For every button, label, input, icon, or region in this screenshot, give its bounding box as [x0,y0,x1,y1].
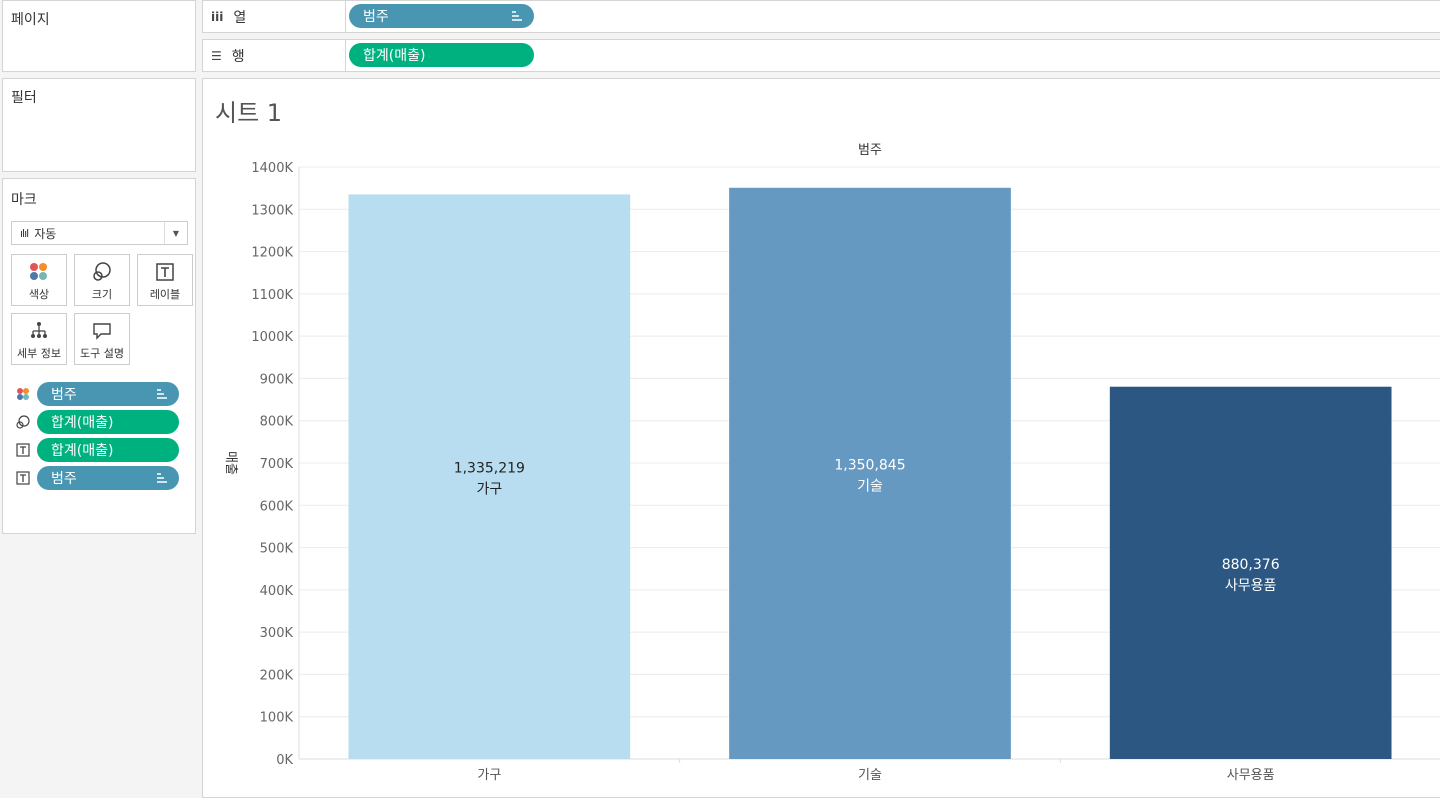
mark-type-value: 자동 [34,226,57,241]
mark-field-pill[interactable]: 범주 [37,382,179,406]
rows-pill[interactable]: 합계(매출) [349,43,534,67]
y-tick-label: 700K [260,457,294,472]
bar-value-label: 1,350,845 [834,457,905,473]
columns-pill-label: 범주 [363,9,389,25]
detail-button-label: 세부 정보 [17,347,61,360]
y-tick-label: 1000K [251,330,293,345]
size-icon [93,262,111,281]
label-button[interactable]: 레이블 [137,254,193,306]
mark-field-text[interactable]: 범주 [15,465,179,491]
sort-icon[interactable] [512,10,522,22]
y-tick-label: 400K [260,584,294,599]
color-button[interactable]: 색상 [11,254,67,306]
x-tick-label: 사무용품 [1227,768,1275,783]
mark-field-label: 범주 [51,387,77,403]
y-axis-title: 매출 [223,451,238,475]
detail-tree-icon [31,322,47,338]
mark-field-color[interactable]: 범주 [15,381,179,407]
y-tick-label: 1200K [251,246,293,261]
bar-category-label: 가구 [476,482,502,498]
sort-icon[interactable] [157,388,167,400]
bar-value-label: 880,376 [1222,557,1280,573]
mark-field-label: 합계(매출) [51,443,114,459]
color-button-label: 색상 [28,288,50,301]
sort-icon[interactable] [157,472,167,484]
bar-value-label: 1,335,219 [454,461,525,477]
rows-icon: ☰ [211,48,222,63]
columns-label-text: 열 [233,9,247,26]
y-tick-label: 1100K [251,288,293,303]
mark-field-label: 범주 [51,471,77,487]
marks-card: 마크 ılıl 자동 ▼ 색상 크기 레이블 세부 정보 [2,178,196,534]
pages-title: 페이지 [11,12,50,28]
worksheet-view[interactable]: 시트 1 범주 0K 100K 200K 300K 400K 500K 600K 700K 800… [202,78,1440,798]
label-button-label: 레이블 [149,288,181,301]
mark-field-pill[interactable]: 합계(매출) [37,410,179,434]
y-tick-label: 600K [260,499,294,514]
mark-field-pill[interactable]: 합계(매출) [37,438,179,462]
columns-icon: iii [211,9,224,24]
bar[interactable] [1109,386,1392,759]
bar-chart-icon: ılıl [20,226,29,240]
rows-pill-label: 합계(매출) [363,48,426,64]
y-tick-label: 500K [260,542,294,557]
y-tick-label: 100K [260,711,294,726]
bar-category-label: 사무용품 [1225,578,1277,594]
tooltip-button[interactable]: 도구 설명 [74,313,130,365]
mark-field-text[interactable]: 합계(매출) [15,437,179,463]
mark-field-label: 합계(매출) [51,415,114,431]
x-tick-label: 기술 [858,768,882,783]
mark-field-size[interactable]: 합계(매출) [15,409,179,435]
column-header: 범주 [858,143,882,158]
bar-chart[interactable]: 범주 0K 100K 200K 300K 400K 500K 600K 700K 800K 900K… [203,79,1440,795]
columns-pill[interactable]: 범주 [349,4,534,28]
marks-title: 마크 [11,192,37,208]
filters-title: 필터 [11,90,37,106]
color-dots-icon [30,263,47,280]
rows-label-text: 행 [231,48,245,65]
y-tick-label: 200K [260,668,294,683]
y-tick-label: 1300K [251,203,293,218]
bar[interactable] [729,187,1011,760]
rows-shelf-label: ☰ 행 [203,40,346,71]
mark-field-pill[interactable]: 범주 [37,466,179,490]
mark-type-dropdown[interactable]: ılıl 자동 ▼ [11,221,188,245]
y-tick-label: 800K [260,415,294,430]
pages-card[interactable]: 페이지 [2,0,196,72]
columns-shelf-label: iii 열 [203,1,346,32]
size-button[interactable]: 크기 [74,254,130,306]
rows-shelf[interactable]: ☰ 행 합계(매출) [202,39,1440,72]
y-tick-label: 300K [260,626,294,641]
detail-button[interactable]: 세부 정보 [11,313,67,365]
filters-card[interactable]: 필터 [2,78,196,172]
tooltip-bubble-icon [93,323,111,340]
size-icon [15,414,31,430]
x-tick-label: 가구 [477,768,501,783]
y-tick-label: 900K [260,372,294,387]
text-label-icon [15,442,31,458]
text-label-icon [15,470,31,486]
color-dots-icon [15,386,31,402]
sheet-title[interactable]: 시트 1 [215,99,283,127]
bar[interactable] [348,194,631,759]
y-tick-label: 0K [276,753,293,768]
chevron-down-icon[interactable]: ▼ [164,222,187,244]
y-tick-label: 1400K [251,161,293,176]
size-button-label: 크기 [91,288,113,301]
text-label-icon [156,263,174,281]
bar-category-label: 기술 [857,478,883,494]
tooltip-button-label: 도구 설명 [80,347,124,360]
columns-shelf[interactable]: iii 열 범주 [202,0,1440,33]
